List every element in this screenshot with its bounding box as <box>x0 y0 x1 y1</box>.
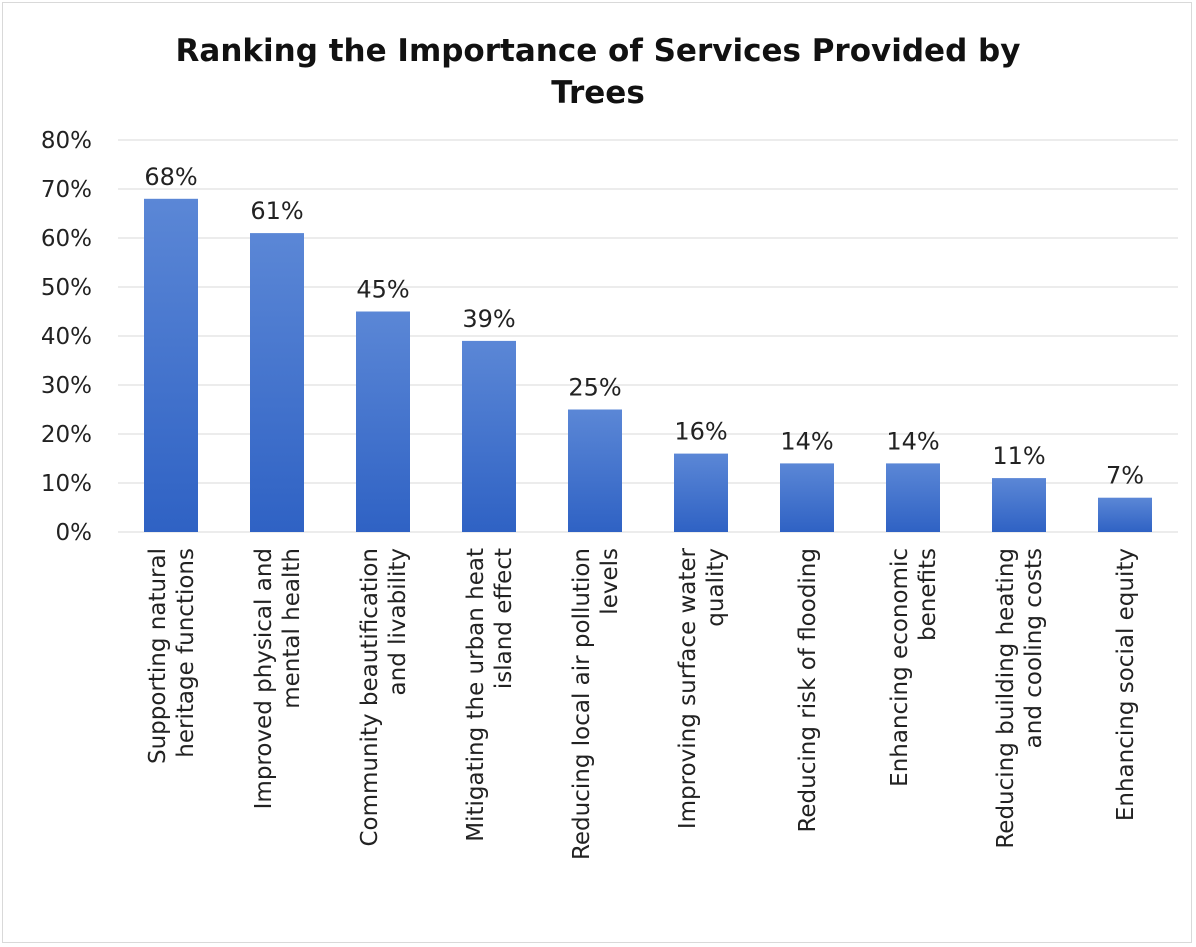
category-label-line: Enhancing economic <box>887 548 913 787</box>
data-label: 14% <box>886 427 939 455</box>
category-label-line: Improving surface water <box>675 547 701 829</box>
bar <box>780 463 834 532</box>
bar <box>992 478 1046 532</box>
category-label-line: Enhancing social equity <box>1113 548 1139 821</box>
y-tick-label: 10% <box>41 471 92 497</box>
category-label-line: Supporting natural <box>145 548 171 764</box>
y-tick-label: 80% <box>41 128 92 154</box>
category-label: Reducing risk of flooding <box>795 548 821 833</box>
bar <box>1098 497 1152 532</box>
y-tick-label: 20% <box>41 422 92 448</box>
data-label: 14% <box>780 427 833 455</box>
category-label-line: Community beautification <box>357 548 383 847</box>
y-tick-label: 60% <box>41 226 92 252</box>
category-label-line: island effect <box>491 548 517 689</box>
category-label-line: mental health <box>279 548 305 709</box>
bar <box>462 340 516 532</box>
category-label: Reducing building heatingand cooling cos… <box>993 548 1047 849</box>
data-label: 45% <box>356 276 409 304</box>
data-label: 68% <box>144 163 197 191</box>
bar <box>568 409 622 532</box>
bar <box>144 198 198 533</box>
y-tick-label: 40% <box>41 324 92 350</box>
category-label: Supporting naturalheritage functions <box>145 548 199 764</box>
y-tick-label: 30% <box>41 373 92 399</box>
category-label-line: Reducing building heating <box>993 548 1019 849</box>
bar <box>886 463 940 532</box>
y-tick-label: 50% <box>41 275 92 301</box>
data-label: 16% <box>674 418 727 446</box>
category-label: Improving surface waterquality <box>675 547 729 829</box>
category-label: Reducing local air pollutionlevels <box>569 548 623 860</box>
category-label-line: Improved physical and <box>251 548 277 809</box>
category-label-line: benefits <box>915 548 941 641</box>
category-labels: Supporting naturalheritage functions Impr… <box>145 547 1139 860</box>
data-label: 39% <box>462 305 515 333</box>
category-label-line: and livability <box>385 548 411 695</box>
bar <box>250 233 304 532</box>
chart-title-line-1: Ranking the Importance of Services Provi… <box>175 33 1021 69</box>
bar <box>674 453 728 532</box>
category-label: Enhancing economicbenefits <box>887 548 941 787</box>
category-label: Community beautificationand livability <box>357 548 411 847</box>
category-label-line: quality <box>703 548 729 627</box>
chart-title-line-2: Trees <box>551 75 645 111</box>
bar <box>356 311 410 532</box>
bars <box>144 198 1152 533</box>
data-label: 7% <box>1106 462 1144 490</box>
data-labels: 68% 61% 45% 39% 25% 16% 14% 14% 11% 7% <box>144 163 1144 490</box>
category-label-line: heritage functions <box>173 548 199 758</box>
y-axis-ticks: 0% 10% 20% 30% 40% 50% 60% 70% 80% <box>41 128 92 546</box>
category-label-line: Mitigating the urban heat <box>463 548 489 842</box>
category-label: Mitigating the urban heatisland effect <box>463 548 517 842</box>
category-label-line: and cooling costs <box>1021 548 1047 748</box>
data-label: 25% <box>568 374 621 402</box>
category-label-line: Reducing local air pollution <box>569 548 595 860</box>
y-tick-label: 0% <box>56 520 93 546</box>
category-label-line: Reducing risk of flooding <box>795 548 821 833</box>
y-tick-label: 70% <box>41 177 92 203</box>
category-label: Improved physical andmental health <box>251 548 305 809</box>
category-label-line: levels <box>597 548 623 615</box>
chart-title: Ranking the Importance of Services Provi… <box>0 30 1196 114</box>
data-label: 11% <box>992 442 1045 470</box>
data-label: 61% <box>250 197 303 225</box>
category-label: Enhancing social equity <box>1113 548 1139 821</box>
